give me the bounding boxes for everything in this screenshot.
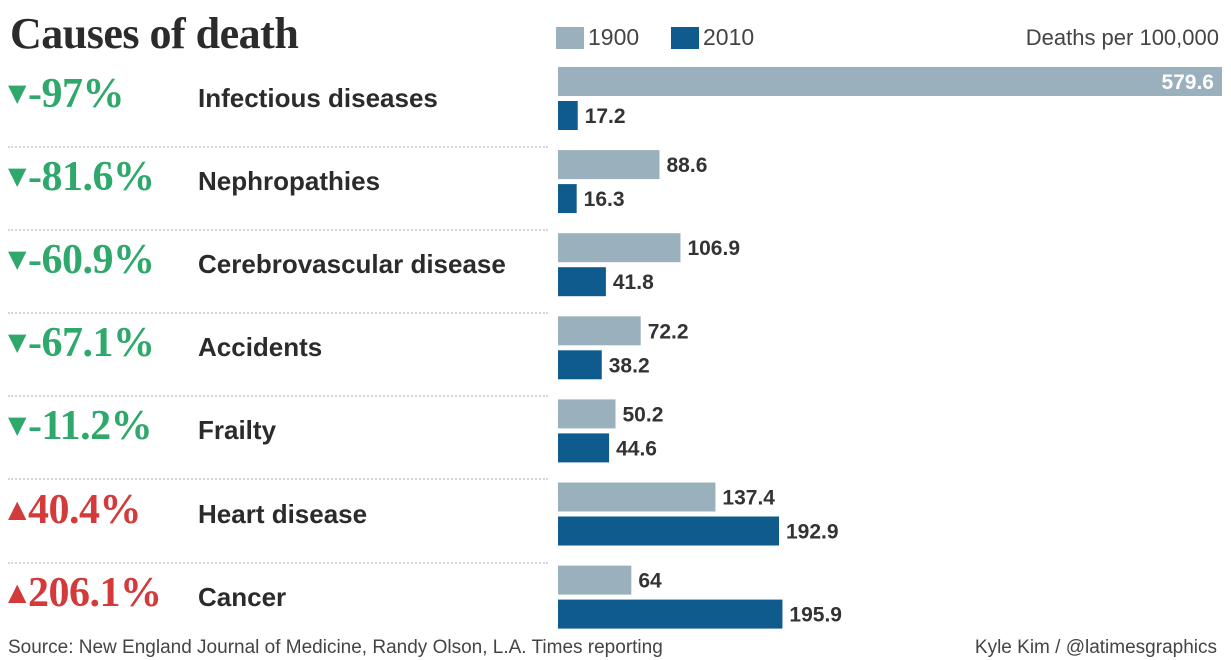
data-label: 72.2: [648, 320, 689, 343]
bar-1900: [558, 482, 716, 512]
data-label: 106.9: [687, 237, 740, 260]
bar-2010: [558, 599, 783, 629]
bar-1900: [558, 233, 681, 263]
change-percent: ▲40.4%: [8, 486, 141, 534]
change-percent: ▼-60.9%: [8, 236, 155, 284]
credit-note: Kyle Kim / @latimesgraphics: [974, 637, 1217, 658]
down-triangle-icon: ▼: [8, 79, 26, 107]
row-divider: [8, 312, 548, 315]
row-divider: [8, 395, 548, 398]
bar-2010: [558, 184, 577, 214]
data-label: 41.8: [613, 271, 654, 294]
row-divider: [8, 561, 548, 564]
legend-label-1900: 1900: [588, 24, 640, 50]
row-divider: [8, 478, 548, 481]
legend-label-2010: 2010: [703, 24, 755, 50]
bar-1900: [558, 67, 1222, 96]
data-label: 192.9: [786, 521, 839, 544]
data-label: 17.2: [585, 105, 626, 128]
down-triangle-icon: ▼: [8, 328, 26, 357]
row-divider: [8, 229, 548, 232]
change-percent: ▼-97%: [8, 70, 124, 118]
change-percent-value: -97%: [27, 71, 125, 117]
change-percent: ▼-81.6%: [8, 153, 155, 201]
change-percent-value: -81.6%: [27, 154, 155, 201]
chart-title: Causes of death: [10, 9, 299, 58]
units-label: Deaths per 100,000: [1025, 25, 1219, 50]
bar-1900: [558, 399, 616, 429]
down-triangle-icon: ▼: [8, 411, 26, 440]
bar-2010: [558, 350, 602, 380]
change-percent-value: 40.4%: [27, 486, 142, 533]
data-label: 137.4: [722, 487, 775, 510]
source-note: Source: New England Journal of Medicine,…: [8, 637, 663, 658]
bar-1900: [558, 150, 660, 180]
category-label: Nephropathies: [198, 166, 381, 197]
change-percent-value: -60.9%: [27, 237, 155, 284]
legend-swatch-1900: [556, 27, 584, 49]
category-label: Accidents: [198, 332, 323, 363]
category-label: Heart disease: [198, 498, 368, 529]
change-percent: ▼-67.1%: [8, 319, 155, 367]
down-triangle-icon: ▼: [8, 162, 26, 191]
data-label: 44.6: [616, 437, 657, 460]
change-percent-value: 206.1%: [27, 569, 162, 616]
up-triangle-icon: ▲: [8, 494, 26, 523]
data-label: 88.6: [667, 154, 708, 177]
bar-1900: [558, 316, 641, 346]
up-triangle-icon: ▲: [8, 577, 26, 606]
data-label: 38.2: [609, 354, 650, 377]
row-divider: [8, 146, 548, 148]
data-label: 16.3: [584, 188, 625, 211]
category-label: Cerebrovascular disease: [198, 249, 506, 280]
bar-2010: [558, 101, 578, 130]
change-percent: ▼-11.2%: [8, 402, 153, 450]
category-label: Frailty: [198, 415, 277, 446]
data-label: 579.6: [1161, 71, 1214, 94]
category-label: Cancer: [198, 581, 287, 612]
change-percent-value: -67.1%: [27, 320, 155, 367]
category-label: Infectious diseases: [198, 83, 438, 113]
down-triangle-icon: ▼: [8, 245, 26, 274]
data-label: 195.9: [789, 604, 842, 627]
bar-2010: [558, 267, 606, 297]
bar-2010: [558, 516, 779, 546]
data-label: 50.2: [623, 403, 664, 426]
bar-2010: [558, 433, 610, 463]
bar-1900: [558, 565, 632, 595]
data-label: 64: [638, 570, 662, 593]
change-percent-value: -11.2%: [27, 403, 153, 450]
legend-swatch-2010: [671, 27, 699, 49]
change-percent: ▲206.1%: [8, 569, 162, 617]
